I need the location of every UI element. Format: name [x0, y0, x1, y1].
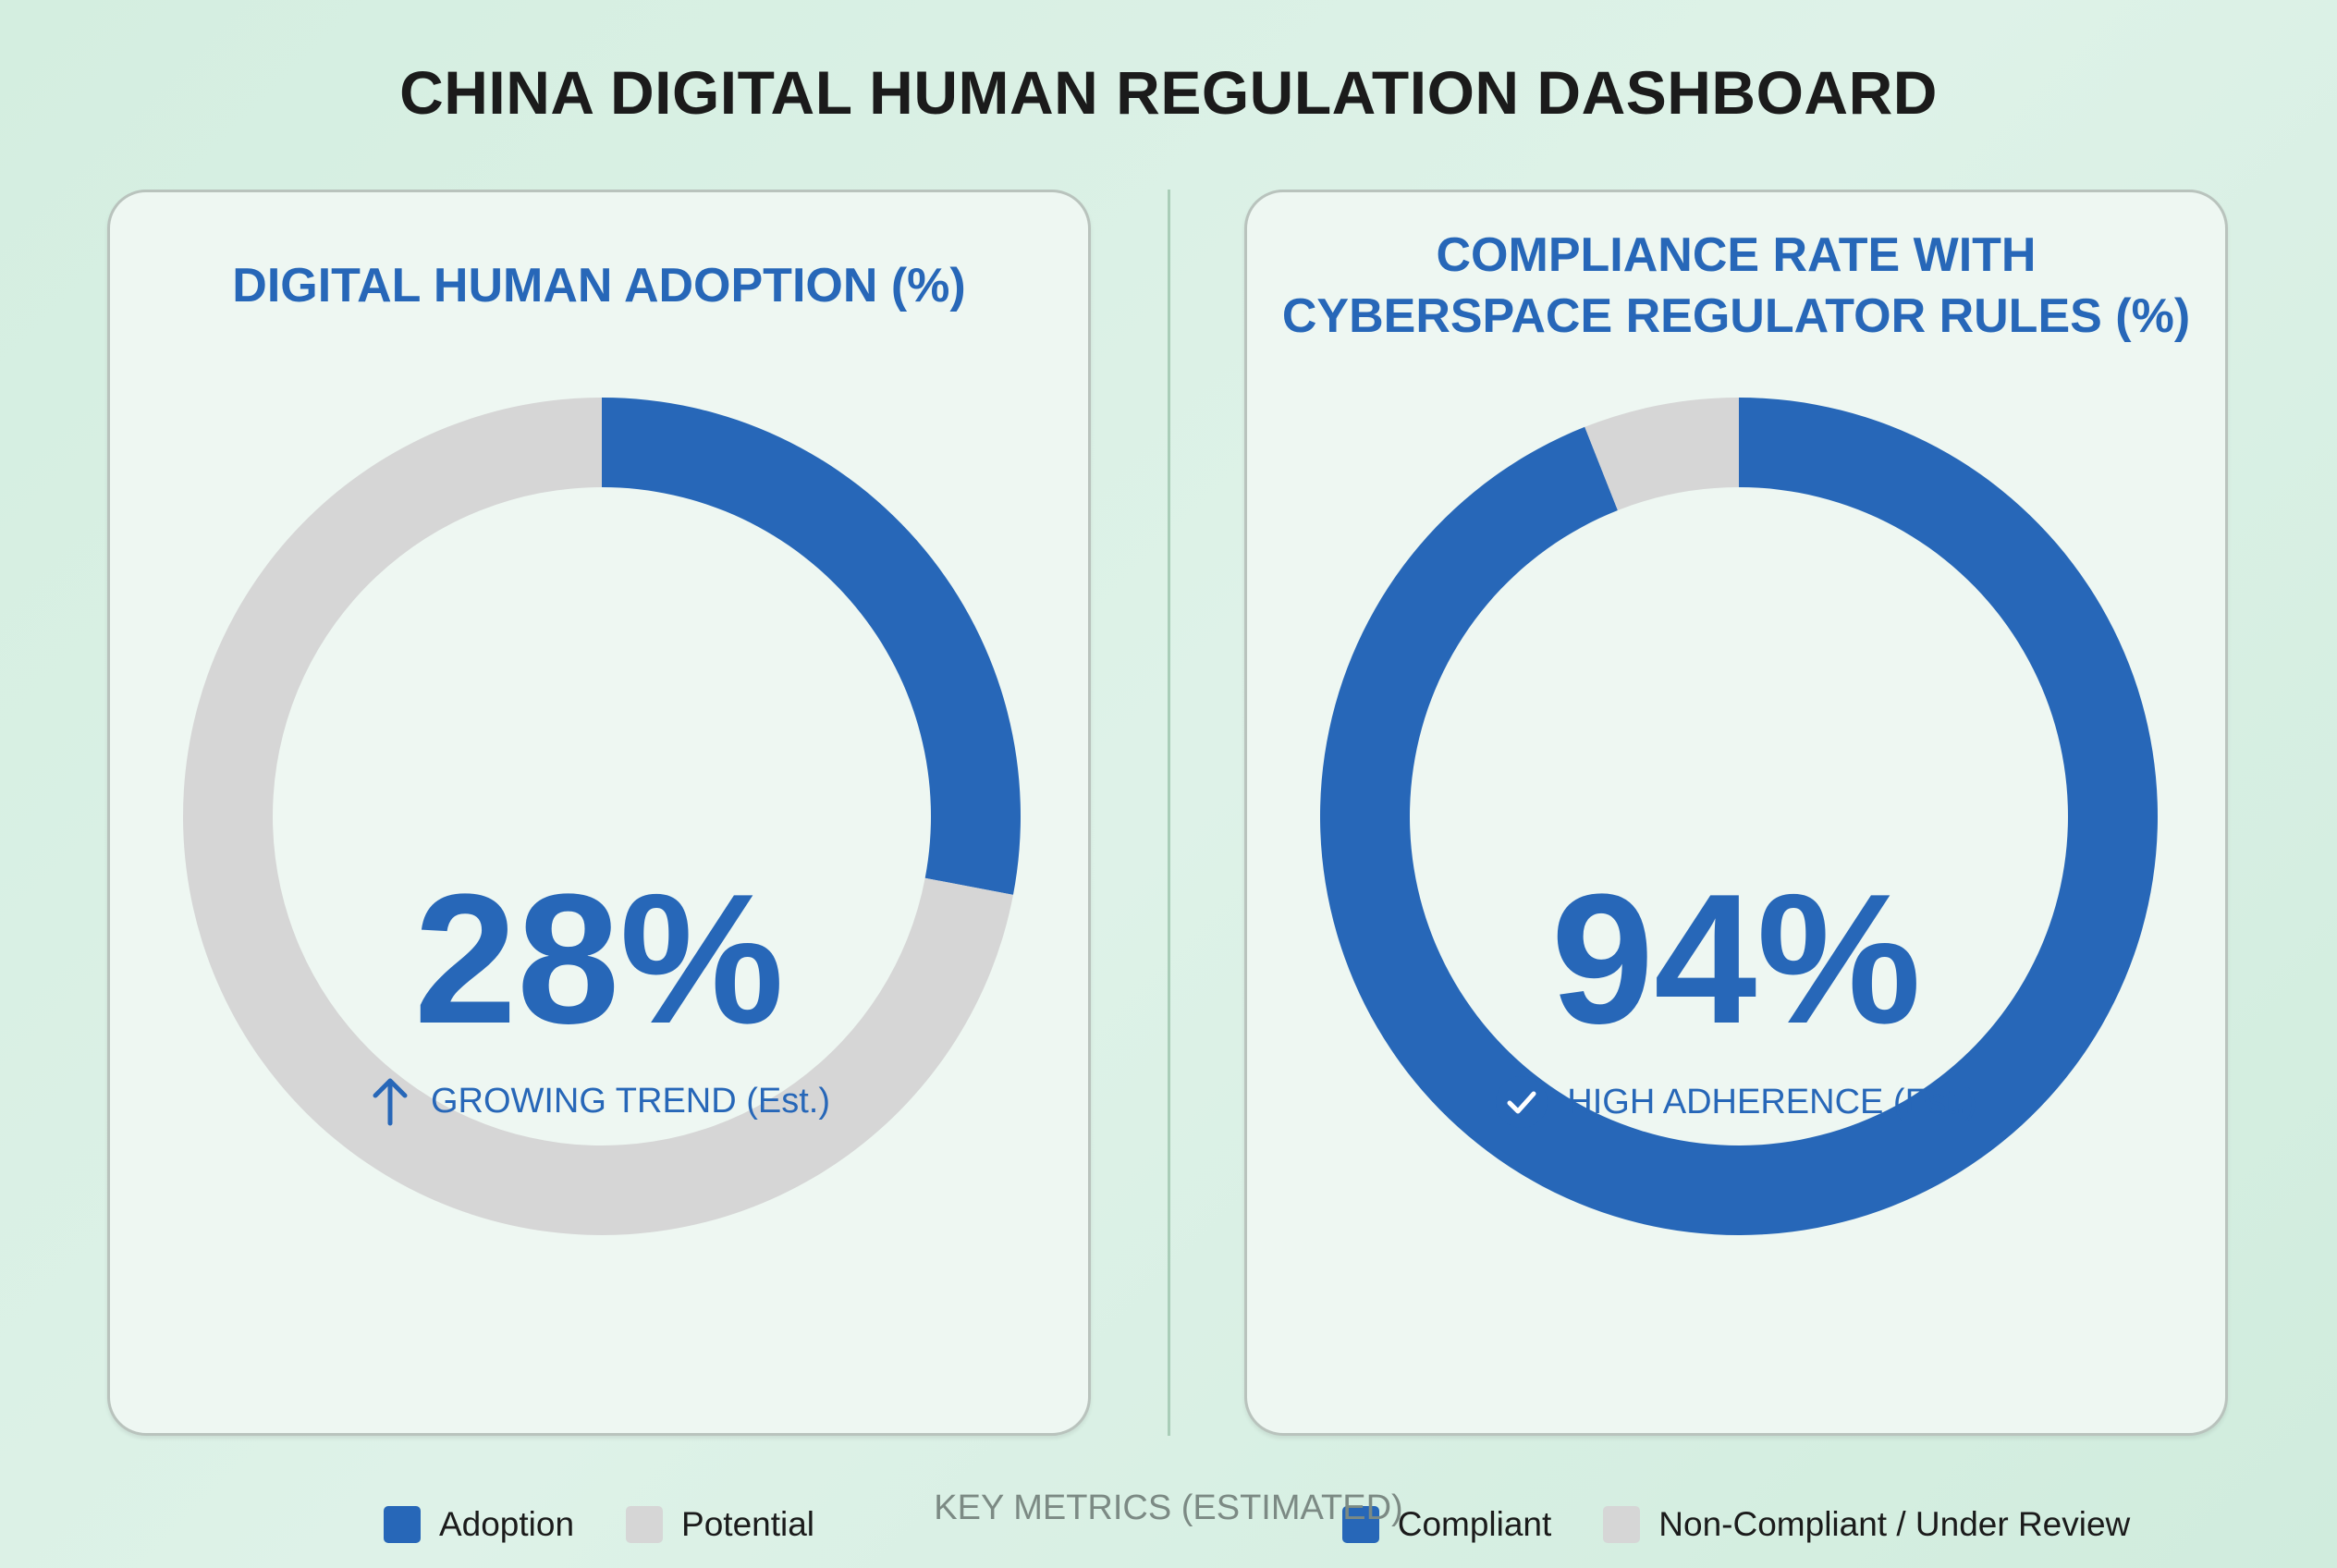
- dashboard-title: CHINA DIGITAL HUMAN REGULATION DASHBOARD: [399, 58, 1938, 127]
- legend-item-non-compliant: Non-Compliant / Under Review: [1603, 1505, 2130, 1544]
- card-title: COMPLIANCE RATE WITH CYBERSPACE REGULATO…: [1247, 225, 2225, 347]
- legend-label: Adoption: [438, 1505, 575, 1543]
- center-note-text: GROWING TREND (Est.): [430, 1081, 831, 1121]
- legend-swatch: [383, 1506, 421, 1543]
- legend-swatch: [1603, 1506, 1641, 1543]
- adoption-card: DIGITAL HUMAN ADOPTION (%) 28% GROWING T…: [107, 190, 1091, 1543]
- divider: [1168, 190, 1170, 1436]
- legend-item-compliant: Compliant: [1341, 1505, 1552, 1544]
- center-note: GROWING TREND (Est.): [110, 1075, 1088, 1127]
- legend: Adoption Potential: [110, 1505, 1088, 1544]
- center-value: 94%: [1550, 856, 1922, 1062]
- card-title-line: CYBERSPACE REGULATOR RULES (%): [1281, 289, 2191, 343]
- legend: Compliant Non-Compliant / Under Review: [1247, 1505, 2225, 1544]
- card-title: DIGITAL HUMAN ADOPTION (%): [110, 255, 1088, 316]
- center-note: HIGH ADHERENCE (Est.): [1247, 1075, 2225, 1129]
- compliance-card: COMPLIANCE RATE WITH CYBERSPACE REGULATO…: [1244, 190, 2228, 1543]
- arrow-up-icon: [373, 1078, 408, 1126]
- compliance-donut-chart: [1320, 398, 2158, 1235]
- legend-item-potential: Potential: [626, 1505, 814, 1544]
- center-value: 28%: [413, 856, 785, 1062]
- donut-slice-adoption: [602, 398, 1021, 895]
- legend-label: Compliant: [1397, 1505, 1552, 1543]
- legend-swatch: [1341, 1506, 1379, 1543]
- adoption-donut-chart: [183, 398, 1021, 1236]
- legend-label: Potential: [681, 1505, 815, 1543]
- check-circle-icon: [1496, 1076, 1548, 1128]
- center-note-text: HIGH ADHERENCE (Est.): [1567, 1082, 1977, 1121]
- card-title-line: COMPLIANCE RATE WITH: [1436, 228, 2037, 282]
- card-title-line: DIGITAL HUMAN ADOPTION (%): [232, 259, 966, 312]
- legend-label: Non-Compliant / Under Review: [1658, 1505, 2131, 1543]
- donut-slice-non-compliant-under-review: [1585, 398, 1739, 510]
- legend-item-adoption: Adoption: [383, 1505, 575, 1544]
- legend-swatch: [626, 1506, 664, 1543]
- footer-note: KEY METRICS (ESTIMATED): [934, 1488, 1403, 1527]
